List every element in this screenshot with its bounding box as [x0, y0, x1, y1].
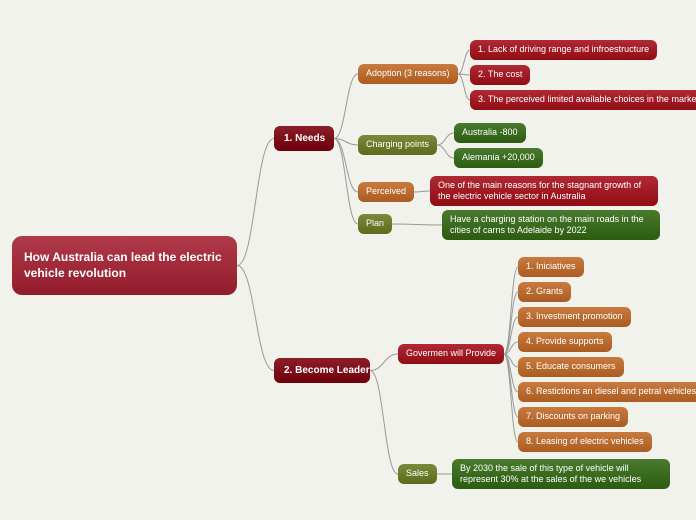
leaf-become-0-2: 3. Investment promotion — [518, 307, 631, 327]
leaf-become-0-6: 7. Discounts on parking — [518, 407, 628, 427]
sub-charging: Charging points — [358, 135, 437, 155]
leaf-become-0-0-label: 1. Iniciatives — [526, 261, 576, 273]
sub-govermen-label: Govermen will Provide — [406, 348, 496, 360]
leaf-become-0-3-label: 4. Provide supports — [526, 336, 604, 348]
leaf-needs-2-0: One of the main reasons for the stagnant… — [430, 176, 658, 206]
sub-plan-label: Plan — [366, 218, 384, 230]
branch-become: 2. Become Leader — [274, 358, 370, 383]
leaf-needs-1-1-label: Alemania +20,000 — [462, 152, 535, 164]
branch-become-label: 2. Become Leader — [284, 364, 370, 377]
root-node-label: How Australia can lead the electric vehi… — [24, 250, 225, 281]
leaf-become-0-7-label: 8. Leasing of electric vehicles — [526, 436, 644, 448]
leaf-needs-3-0-label: Have a charging station on the main road… — [450, 214, 652, 236]
leaf-become-0-4-label: 5. Educate consumers — [526, 361, 616, 373]
leaf-needs-2-0-label: One of the main reasons for the stagnant… — [438, 180, 650, 202]
branch-needs-label: 1. Needs — [284, 132, 325, 145]
leaf-become-0-2-label: 3. Investment promotion — [526, 311, 623, 323]
sub-adoption-label: Adoption (3 reasons) — [366, 68, 450, 80]
sub-sales: Sales — [398, 464, 437, 484]
sub-plan: Plan — [358, 214, 392, 234]
leaf-become-0-6-label: 7. Discounts on parking — [526, 411, 620, 423]
sub-sales-label: Sales — [406, 468, 429, 480]
leaf-needs-1-0: Australia -800 — [454, 123, 526, 143]
leaf-needs-3-0: Have a charging station on the main road… — [442, 210, 660, 240]
sub-charging-label: Charging points — [366, 139, 429, 151]
sub-perceived-label: Perceived — [366, 186, 406, 198]
sub-adoption: Adoption (3 reasons) — [358, 64, 458, 84]
leaf-needs-0-0: 1. Lack of driving range and infroestruc… — [470, 40, 657, 60]
leaf-become-0-0: 1. Iniciatives — [518, 257, 584, 277]
sub-govermen: Govermen will Provide — [398, 344, 504, 364]
leaf-become-0-1: 2. Grants — [518, 282, 571, 302]
leaf-needs-1-0-label: Australia -800 — [462, 127, 518, 139]
leaf-needs-1-1: Alemania +20,000 — [454, 148, 543, 168]
leaf-needs-0-1-label: 2. The cost — [478, 69, 522, 81]
sub-perceived: Perceived — [358, 182, 414, 202]
leaf-become-0-1-label: 2. Grants — [526, 286, 563, 298]
leaf-become-0-5: 6. Restictions an diesel and petral vehi… — [518, 382, 696, 402]
branch-needs: 1. Needs — [274, 126, 334, 151]
leaf-needs-0-0-label: 1. Lack of driving range and infroestruc… — [478, 44, 649, 56]
leaf-become-1-0-label: By 2030 the sale of this type of vehicle… — [460, 463, 662, 485]
leaf-needs-0-2: 3. The perceived limited available choic… — [470, 90, 696, 110]
leaf-become-0-4: 5. Educate consumers — [518, 357, 624, 377]
leaf-become-0-7: 8. Leasing of electric vehicles — [518, 432, 652, 452]
leaf-become-1-0: By 2030 the sale of this type of vehicle… — [452, 459, 670, 489]
leaf-needs-0-2-label: 3. The perceived limited available choic… — [478, 94, 696, 106]
leaf-become-0-5-label: 6. Restictions an diesel and petral vehi… — [526, 386, 696, 398]
leaf-become-0-3: 4. Provide supports — [518, 332, 612, 352]
root-node: How Australia can lead the electric vehi… — [12, 236, 237, 295]
leaf-needs-0-1: 2. The cost — [470, 65, 530, 85]
